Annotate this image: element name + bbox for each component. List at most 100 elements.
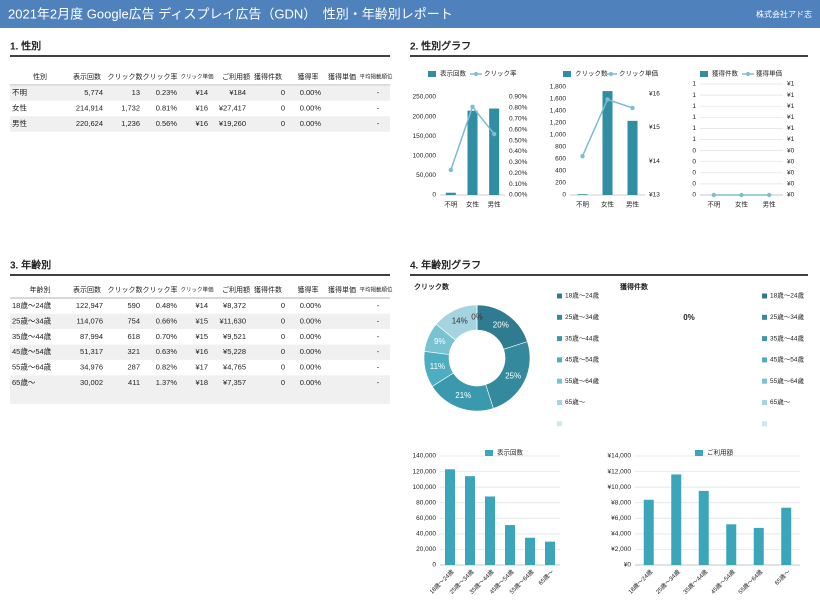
x-tick-label: 18歳〜24歳 [626, 568, 654, 596]
y2-tick-label: ¥15 [649, 124, 660, 131]
y2-tick-label: ¥1 [787, 114, 795, 121]
legend-dot [746, 72, 750, 76]
y-tick-label: 60,000 [416, 515, 436, 522]
report-title: 2021年2月度 Google広告 ディスプレイ広告（GDN） 性別・年齢別レポ… [8, 6, 453, 21]
bar [485, 496, 495, 565]
column-header: クリック数 [108, 72, 143, 81]
column-header: クリック率 [143, 72, 178, 81]
y-tick-label: ¥0 [624, 562, 632, 569]
column-header: 獲得件数 [254, 285, 282, 294]
table-cell: 0 [281, 316, 285, 325]
y-tick-label: 0 [432, 562, 436, 569]
bar [643, 499, 654, 565]
legend-dot [474, 72, 478, 76]
legend-label: 25歳〜34歳 [565, 312, 599, 321]
legend-swatch [557, 378, 562, 384]
y-tick-label: 0 [692, 170, 696, 177]
table-cell: 0.48% [156, 301, 178, 310]
bar [671, 474, 682, 565]
table-cell: 0.00% [300, 363, 322, 372]
legend-label: 65歳〜 [770, 397, 791, 406]
table-cell: ¥27,417 [219, 103, 246, 112]
slice-label: 9% [434, 337, 446, 346]
table-cell: 女性 [12, 102, 27, 112]
table-cell: 0.63% [156, 347, 178, 356]
y2-tick-label: 0.80% [509, 105, 528, 112]
legend-swatch [762, 400, 767, 405]
y2-tick-label: 0.40% [509, 148, 528, 155]
section-title: 4. 年齢別グラフ [410, 259, 481, 272]
table-cell: 754 [127, 316, 140, 325]
bar [627, 120, 638, 195]
slice-label: 20% [493, 320, 509, 329]
row-band [10, 313, 390, 330]
line-point [605, 97, 610, 102]
legend-label: クリック単価 [619, 69, 659, 78]
y-tick-label: 0 [692, 158, 696, 165]
table-cell: ¥15 [195, 332, 208, 341]
column-header: 年齢別 [30, 285, 51, 294]
y-tick-label: 1 [692, 114, 696, 121]
y-tick-label: 250,000 [413, 94, 437, 101]
legend-swatch [428, 71, 436, 77]
table-cell: 5,774 [84, 88, 103, 97]
table-cell: - [377, 363, 380, 372]
table-cell: ¥7,357 [223, 378, 246, 387]
table-cell: ¥14 [195, 88, 208, 97]
bar [489, 108, 500, 195]
legend-swatch [557, 421, 562, 427]
y-tick-label: 1 [692, 81, 696, 88]
table-cell: 男性 [12, 118, 27, 128]
table-footer [10, 390, 390, 404]
legend-swatch [557, 336, 562, 342]
y2-tick-label: 0.00% [509, 192, 528, 199]
table-cell: ¥18 [195, 378, 208, 387]
y-tick-label: ¥4,000 [611, 531, 631, 538]
table-cell: 1,732 [121, 103, 140, 112]
table-cell: 0.00% [300, 103, 322, 112]
row-band [10, 344, 390, 360]
legend-label: 表示回数 [440, 69, 467, 78]
row-band [10, 375, 390, 391]
y-tick-label: 1,200 [550, 120, 567, 127]
line-point [739, 192, 744, 198]
bar [781, 507, 792, 565]
column-header: クリック単価 [180, 285, 214, 293]
table-cell: 0 [281, 347, 285, 356]
table-cell: 0 [281, 378, 285, 387]
table-cell: ¥19,260 [219, 119, 246, 128]
legend-label: 45歳〜54歳 [565, 355, 599, 364]
y2-tick-label: 0.70% [509, 115, 528, 122]
x-tick-label: 不明 [444, 201, 458, 209]
slice-label: 25% [505, 371, 521, 380]
y-tick-label: 600 [555, 156, 566, 163]
slice-label: 14% [452, 316, 468, 325]
y-tick-label: 400 [555, 168, 566, 175]
legend-label: 55歳〜64歳 [770, 376, 804, 385]
y2-tick-label: ¥16 [649, 90, 660, 97]
y2-tick-label: 0.30% [509, 159, 528, 166]
legend-label: 18歳〜24歳 [565, 291, 599, 300]
bar [465, 476, 475, 565]
table-cell: ¥14 [195, 301, 208, 310]
table-cell: 35歳〜44歳 [12, 331, 52, 341]
y-tick-label: ¥2,000 [611, 546, 631, 553]
y-tick-label: 1 [692, 103, 696, 110]
legend-swatch [762, 293, 767, 299]
legend-label: ご利用額 [707, 448, 734, 457]
legend-label: 45歳〜54歳 [770, 355, 804, 364]
line-point [766, 192, 772, 198]
column-header: 獲得単価 [328, 72, 356, 81]
y-tick-label: 100,000 [413, 153, 437, 160]
y2-tick-label: ¥13 [649, 192, 660, 199]
legend-label: 65歳〜 [565, 397, 586, 406]
y-tick-label: 1,400 [550, 108, 567, 115]
table-cell: ¥9,521 [223, 332, 246, 341]
y-tick-label: 0 [692, 147, 696, 154]
column-header: 平均掲載順位 [359, 72, 393, 80]
y2-tick-label: ¥1 [787, 136, 795, 143]
line-point [491, 131, 497, 137]
y-tick-label: 150,000 [413, 133, 437, 140]
table-cell: - [377, 347, 380, 356]
